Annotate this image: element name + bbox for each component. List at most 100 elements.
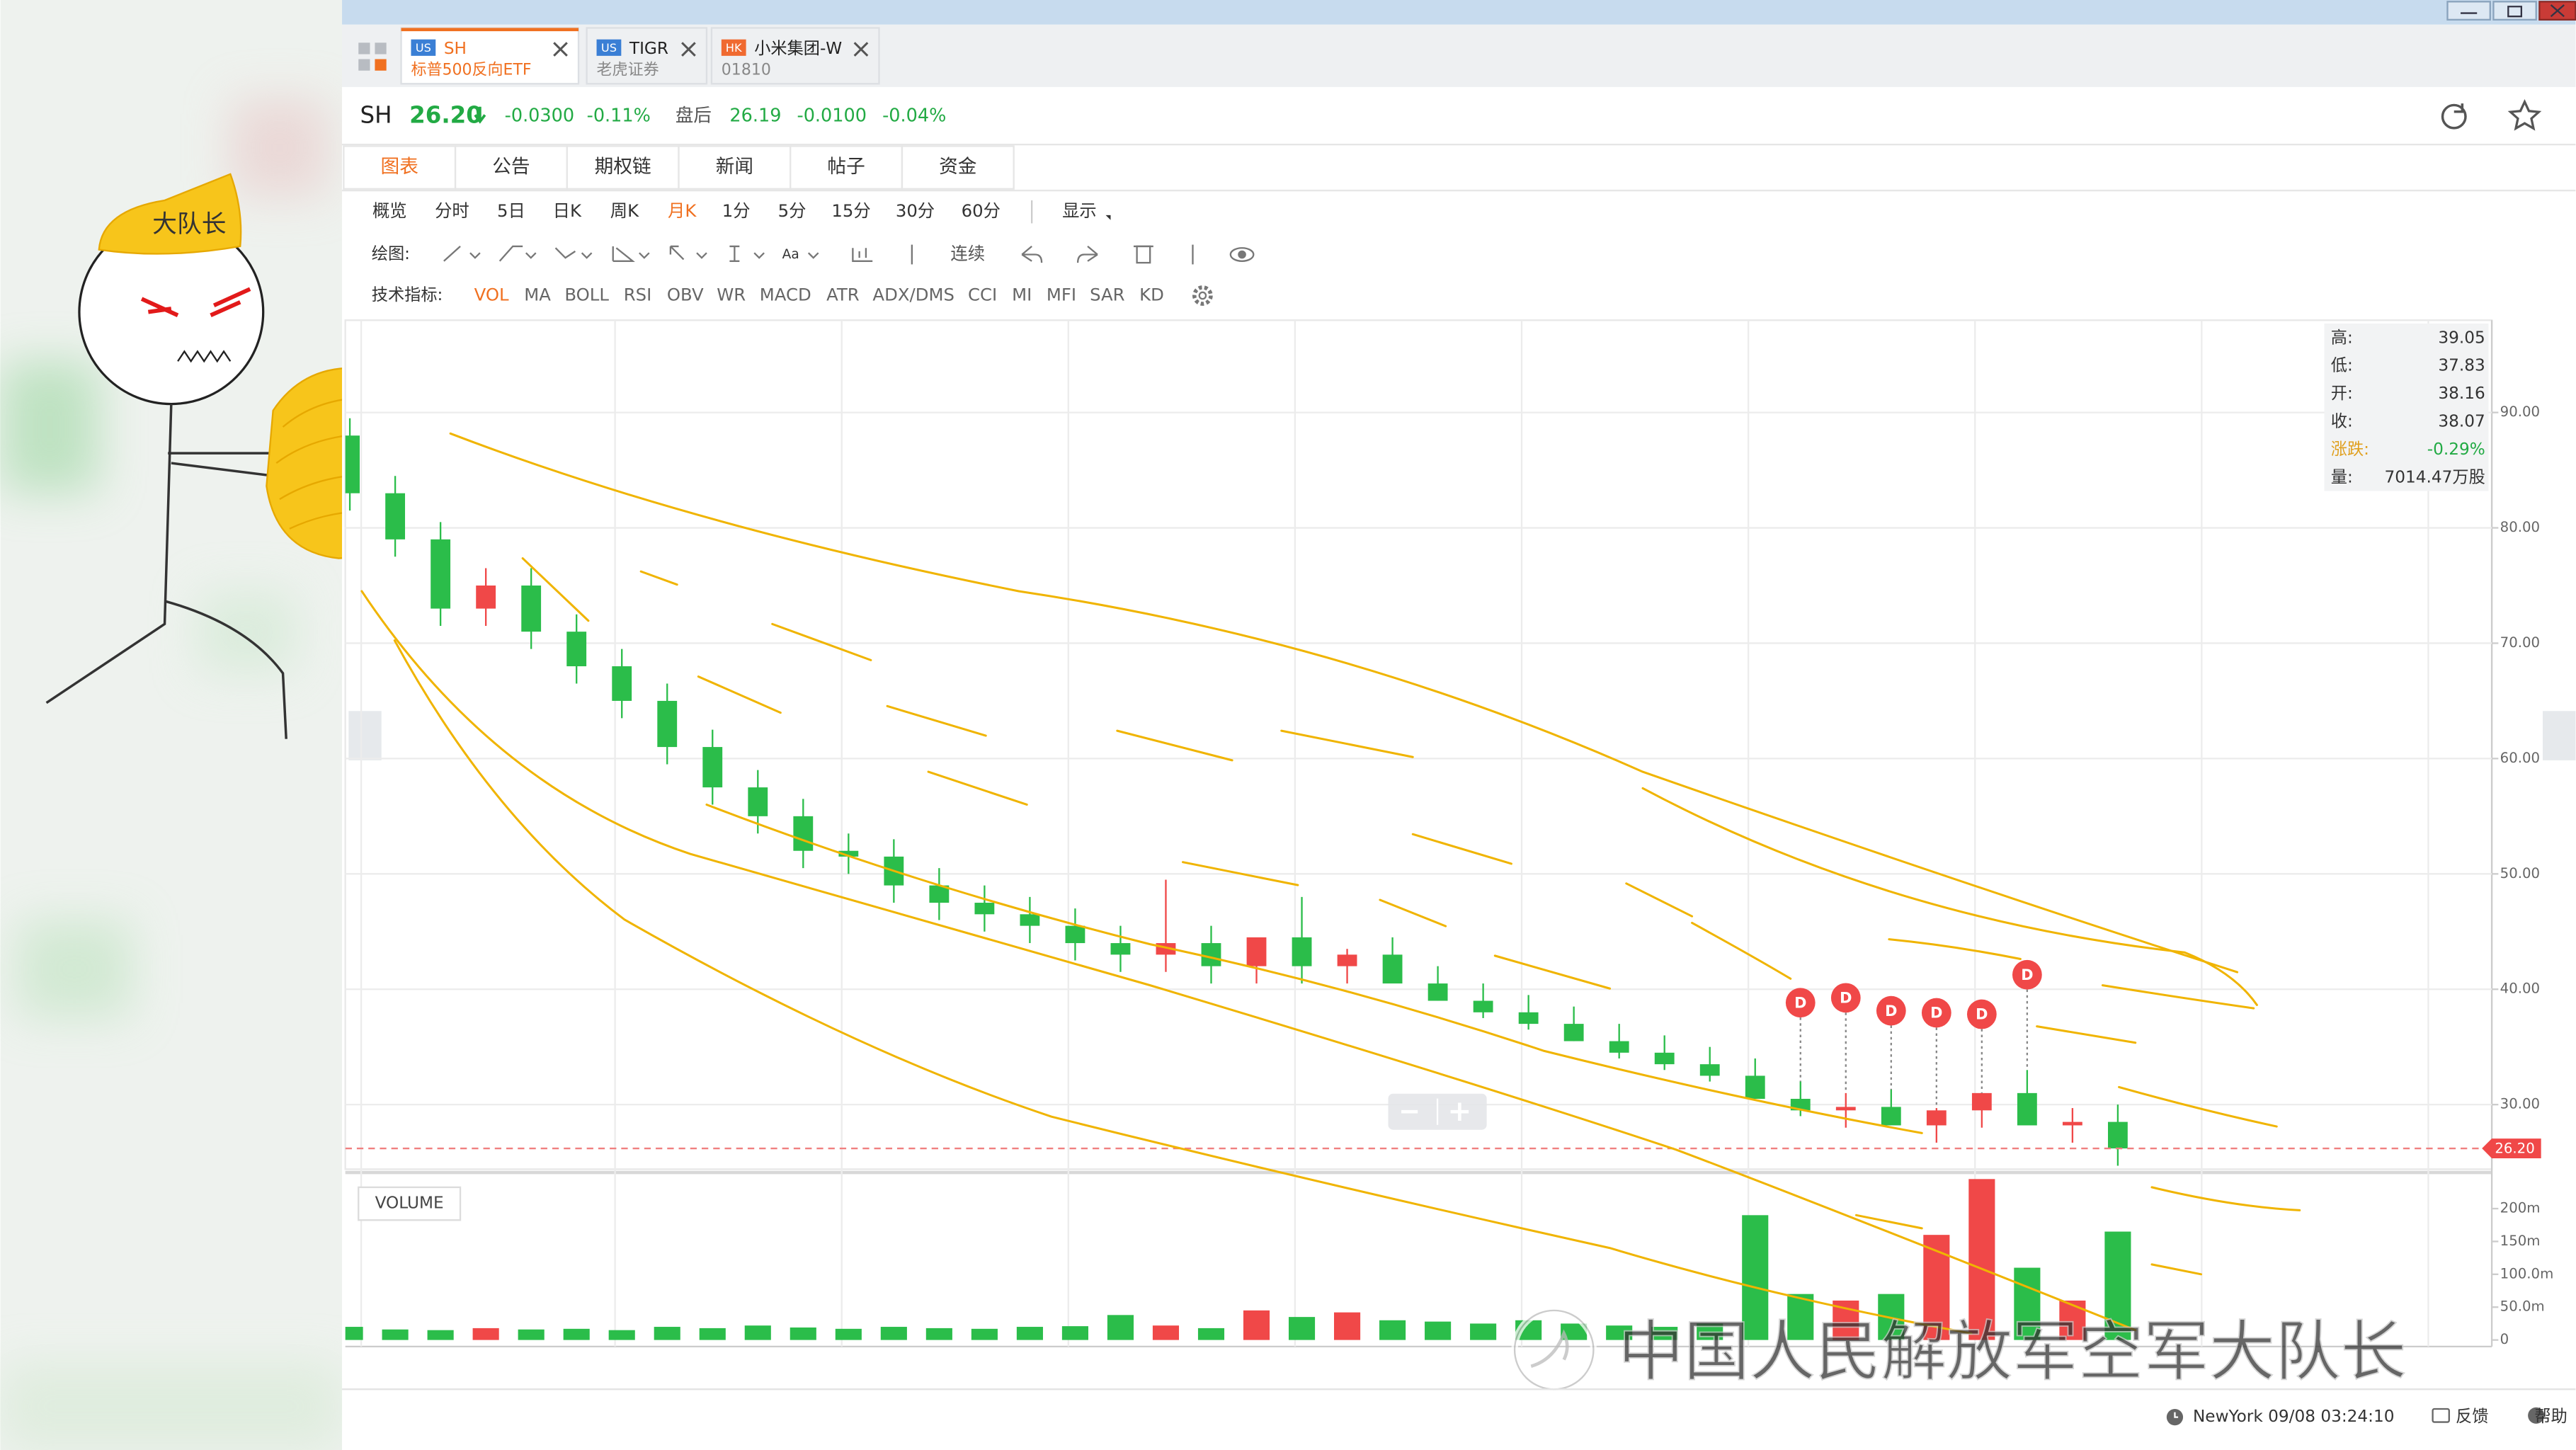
market-badge-text: HK bbox=[726, 41, 742, 55]
dividend-marker[interactable] bbox=[1876, 995, 1906, 1026]
price: 26.20 bbox=[409, 102, 482, 129]
after-price: 26.19 bbox=[729, 105, 781, 127]
indicator-button[interactable]: CCI bbox=[968, 284, 997, 304]
zoom-control[interactable] bbox=[1388, 1093, 1487, 1130]
dividend-marker[interactable] bbox=[1921, 998, 1951, 1028]
candle-body bbox=[1881, 1107, 1901, 1126]
tab-active-bar bbox=[401, 28, 579, 32]
indicator-button[interactable]: WR bbox=[717, 284, 746, 304]
volume-bar bbox=[1697, 1323, 1723, 1340]
candle-body bbox=[385, 493, 406, 540]
dividend-marker[interactable] bbox=[1830, 983, 1861, 1013]
candle-body bbox=[1382, 954, 1403, 984]
nav-tab-label[interactable]: 图表 bbox=[381, 156, 418, 178]
y-tick-label: 60.00 bbox=[2500, 750, 2540, 766]
info-value: 38.16 bbox=[2438, 384, 2485, 403]
change-pct: -0.11% bbox=[587, 105, 651, 127]
volume-bar bbox=[518, 1329, 545, 1340]
indicator-button[interactable]: RSI bbox=[624, 284, 652, 304]
candle-body bbox=[612, 666, 632, 701]
volume-bar bbox=[790, 1327, 816, 1340]
continuous-toggle[interactable]: 连续 bbox=[950, 244, 985, 264]
favorite-button[interactable] bbox=[2507, 98, 2542, 131]
app-window bbox=[342, 0, 2576, 1450]
indicator-button[interactable]: MACD bbox=[760, 284, 811, 304]
nav-tab-label[interactable]: 公告 bbox=[492, 156, 530, 178]
indicator-settings[interactable] bbox=[1192, 285, 1213, 306]
period-button[interactable]: 15分 bbox=[831, 200, 870, 221]
indicator-button[interactable]: KD bbox=[1139, 284, 1164, 304]
period-button[interactable]: 分时 bbox=[435, 200, 469, 221]
market-badge bbox=[721, 39, 746, 56]
watermark-text: 中国人民解放军空军大队长 bbox=[1618, 1313, 2406, 1390]
dropdown-caret bbox=[1105, 215, 1111, 220]
ui-texts: US SH 标普500反向ETF US TIGR 老虎证券 HK 小米集团-W 01810 SH 2… bbox=[343, 27, 2568, 1426]
tab-close[interactable] bbox=[553, 42, 568, 57]
candle-body bbox=[1654, 1052, 1675, 1065]
tab-name: 标普500反向ETF bbox=[411, 62, 531, 79]
dividend-marker[interactable] bbox=[1785, 988, 1816, 1018]
candle-body bbox=[1473, 1000, 1493, 1012]
period-button[interactable]: 5分 bbox=[778, 200, 807, 221]
volume-bar bbox=[1923, 1235, 1950, 1340]
period-button[interactable]: 30分 bbox=[896, 200, 935, 221]
indicator-button[interactable]: MA bbox=[524, 284, 551, 304]
indicator-button[interactable]: OBV bbox=[667, 284, 704, 304]
indicator-button[interactable]: MFI bbox=[1047, 284, 1076, 304]
period-button[interactable]: 日K bbox=[553, 200, 582, 221]
nav-tab-label[interactable]: 帖子 bbox=[827, 156, 865, 178]
info-label: 涨跌: bbox=[2331, 440, 2369, 459]
nav-tab-label[interactable]: 资金 bbox=[939, 156, 976, 178]
dividend-marker[interactable] bbox=[1966, 999, 1997, 1029]
tab-close[interactable] bbox=[681, 42, 696, 57]
window-buttons[interactable] bbox=[2446, 1, 2576, 21]
volume-bar bbox=[1197, 1328, 1225, 1340]
indicator-button[interactable]: ADX/DMS bbox=[872, 284, 954, 304]
volume-title-box bbox=[358, 1186, 462, 1221]
nav-tab[interactable] bbox=[901, 145, 1015, 190]
dividend-label: D bbox=[1930, 1005, 1942, 1022]
last-price-label: 26.20 bbox=[2495, 1141, 2534, 1157]
candle-body bbox=[431, 539, 451, 609]
period-button[interactable]: 5日 bbox=[497, 200, 525, 221]
dividend-marker[interactable] bbox=[2012, 959, 2042, 990]
volume-bar bbox=[1561, 1323, 1588, 1340]
info-value: 37.83 bbox=[2438, 356, 2485, 375]
feedback-link[interactable]: 反馈 bbox=[2456, 1407, 2488, 1426]
help-link[interactable]: 帮助 bbox=[2534, 1407, 2567, 1426]
y-tick-label: 30.00 bbox=[2500, 1096, 2540, 1112]
period-button[interactable]: 周K bbox=[610, 200, 639, 221]
refresh-button[interactable] bbox=[2441, 103, 2467, 130]
volume-bar bbox=[1787, 1294, 1814, 1340]
scroll-right[interactable] bbox=[2542, 711, 2576, 760]
scroll-left[interactable] bbox=[348, 711, 382, 760]
nav-tab-label[interactable]: 新闻 bbox=[716, 156, 753, 178]
period-button[interactable]: 月K bbox=[668, 200, 697, 221]
candle-body bbox=[1518, 1012, 1539, 1024]
volume-tick-label: 150m bbox=[2500, 1233, 2541, 1249]
drawing-tools[interactable]: Aa bbox=[443, 244, 1255, 265]
volume-bar bbox=[971, 1328, 998, 1340]
nav-tab[interactable] bbox=[343, 145, 457, 190]
indicator-button[interactable]: BOLL bbox=[564, 284, 609, 304]
period-button[interactable]: 1分 bbox=[722, 200, 751, 221]
indicator-button[interactable]: SAR bbox=[1090, 284, 1125, 304]
candle-body bbox=[702, 747, 723, 788]
tab-close[interactable] bbox=[853, 42, 869, 57]
candle-body bbox=[1292, 937, 1312, 966]
candle-body bbox=[1699, 1064, 1720, 1076]
tab-menu-icon[interactable] bbox=[358, 42, 387, 71]
period-button[interactable]: 概览 bbox=[372, 200, 407, 221]
doodle-lines bbox=[360, 432, 2301, 1335]
indicator-button[interactable]: ATR bbox=[826, 284, 860, 304]
indicator-button[interactable]: VOL bbox=[474, 284, 509, 304]
period-button[interactable]: 显示 bbox=[1062, 200, 1097, 221]
help-icon[interactable] bbox=[2528, 1407, 2545, 1424]
nav-tab-label[interactable]: 期权链 bbox=[595, 156, 651, 178]
period-button[interactable]: 60分 bbox=[962, 200, 1001, 221]
dividend-label: D bbox=[1840, 989, 1852, 1006]
volume-bar bbox=[1425, 1321, 1452, 1340]
indicator-button[interactable]: MI bbox=[1012, 284, 1032, 304]
volume-bar bbox=[925, 1328, 952, 1340]
feedback-icon[interactable] bbox=[2432, 1408, 2450, 1423]
